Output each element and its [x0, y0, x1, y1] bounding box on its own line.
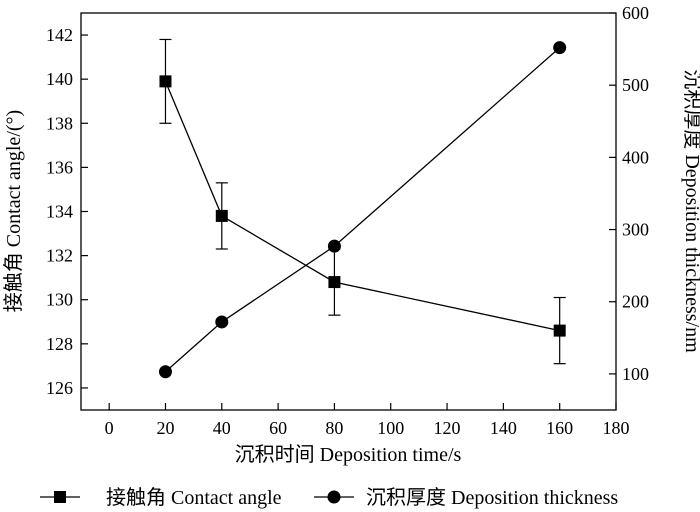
legend-item-deposition-thickness: 沉积厚度 Deposition thickness [314, 486, 618, 509]
y-tick-label: 132 [46, 246, 73, 266]
x-tick-label: 0 [105, 418, 114, 438]
legend-circle-marker [327, 490, 341, 504]
y-tick-label: 128 [46, 334, 73, 354]
right-axis-ticks: 100 200 300 400 500 600 [609, 3, 649, 384]
x-tick-label: 140 [490, 418, 517, 438]
y2-axis-title: 沉积厚度 Deposition thickness/nm [681, 69, 700, 353]
y-tick-label: 138 [46, 113, 73, 133]
x-tick-label: 120 [434, 418, 461, 438]
y-tick-label: 126 [46, 378, 73, 398]
y-axis-title: 接触角 Contact angle/(°) [2, 110, 25, 312]
contact-angle-line [164, 81, 560, 332]
x-tick-label: 40 [213, 418, 231, 438]
x-tick-label: 180 [603, 418, 630, 438]
legend-item-contact-angle: 接触角 Contact angle [40, 486, 282, 509]
contact-angle-point [159, 75, 172, 88]
deposition-thickness-line [165, 47, 561, 373]
legend-square-marker [54, 491, 66, 503]
deposition-thickness-point [553, 41, 567, 55]
y-tick-label: 140 [46, 69, 73, 89]
y2-tick-label: 500 [622, 75, 649, 95]
y2-tick-label: 100 [622, 364, 649, 384]
x-axis-ticks: 0 20 40 60 80 100 120 140 160 180 [105, 403, 630, 438]
contact-angle-point [553, 324, 566, 337]
legend-label-deposition-thickness: 沉积厚度 Deposition thickness [366, 486, 618, 509]
y-tick-label: 134 [46, 202, 73, 222]
contact-angle-point [328, 276, 341, 289]
x-tick-label: 80 [325, 418, 343, 438]
x-tick-label: 160 [546, 418, 573, 438]
series-layer [158, 38, 567, 379]
x-tick-label: 60 [269, 418, 287, 438]
y-tick-label: 130 [46, 290, 73, 310]
legend-label-contact-angle: 接触角 Contact angle [106, 486, 282, 509]
legend: 接触角 Contact angle 沉积厚度 Deposition thickn… [40, 486, 618, 509]
y-tick-label: 136 [46, 157, 73, 177]
x-tick-label: 20 [156, 418, 174, 438]
y2-tick-label: 300 [622, 220, 649, 240]
left-axis-ticks: 126 128 130 132 134 136 138 140 142 [46, 25, 88, 398]
plot-frame [80, 12, 617, 411]
x-tick-label: 100 [377, 418, 404, 438]
y2-tick-label: 400 [622, 147, 649, 167]
contact-angle-point [215, 209, 228, 222]
x-axis-title: 沉积时间 Deposition time/s [235, 443, 462, 466]
y2-tick-label: 600 [622, 3, 649, 23]
y-tick-label: 142 [46, 25, 73, 45]
deposition-thickness-point [215, 315, 229, 329]
y2-tick-label: 200 [622, 292, 649, 312]
deposition-thickness-point [158, 365, 172, 379]
deposition-thickness-point [327, 239, 341, 253]
